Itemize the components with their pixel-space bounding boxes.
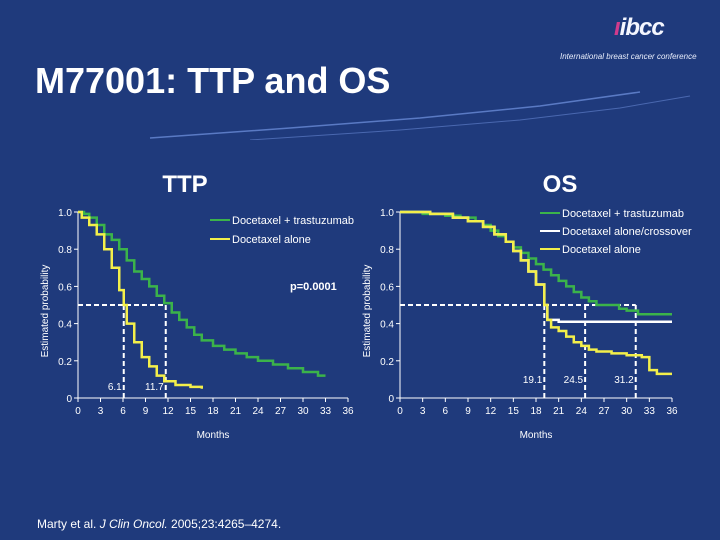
chart-2-x-tick-label: 9: [465, 406, 471, 417]
chart-1-x-axis-label: Months: [197, 430, 230, 441]
chart-1-x-tick-label: 27: [275, 406, 287, 417]
chart-2-y-tick-label: 1.0: [380, 208, 394, 219]
chart-2-x-axis-label: Months: [520, 430, 553, 441]
chart-2-median-label: 24.5: [564, 375, 584, 386]
chart-2-y-tick-label: 0.2: [380, 357, 394, 368]
logo-subtitle: International breast cancer conference: [560, 52, 697, 61]
chart-1-y-tick-label: 0.6: [58, 282, 72, 293]
chart-2-y-axis-label: Estimated probability: [362, 265, 373, 358]
chart-1-x-tick-label: 18: [207, 406, 219, 417]
logo-mark: ıibcc: [614, 14, 665, 41]
chart-1-x-tick-label: 0: [75, 406, 81, 417]
chart-1-series-line-2: [78, 210, 203, 389]
chart-1-x-tick-label: 12: [162, 406, 174, 417]
chart-2-x-tick-label: 33: [644, 406, 656, 417]
chart-2-x-tick-label: 30: [621, 406, 633, 417]
chart-2-x-tick-label: 12: [485, 406, 497, 417]
chart-2-y-tick-label: 0: [388, 394, 394, 405]
chart-2-y-tick-label: 0.8: [380, 245, 394, 256]
chart-2-legend-label-1: Docetaxel + trastuzumab: [562, 208, 684, 220]
chart-2-x-tick-label: 0: [397, 406, 403, 417]
chart-2-x-tick-label: 3: [420, 406, 426, 417]
chart-2-x-tick-label: 36: [666, 406, 678, 417]
header-decoration: [149, 91, 691, 140]
chart-1-series-line-1: [78, 210, 326, 377]
chart-1-median-label: 6.1: [108, 382, 122, 393]
chart-1-y-tick-label: 0.4: [58, 320, 72, 331]
chart-2-x-tick-label: 6: [443, 406, 449, 417]
chart-1-y-tick-label: 0.8: [58, 245, 72, 256]
chart-1-median-label: 11.7: [145, 382, 164, 393]
chart-1-panel-title: TTP: [162, 171, 207, 198]
slide-title: M77001: TTP and OS: [35, 60, 391, 101]
chart-2-x-tick-label: 24: [576, 406, 588, 417]
chart-2-x-tick-label: 15: [508, 406, 520, 417]
citation-details: 2005;23:4265–4274.: [167, 517, 282, 531]
chart-1-x-tick-label: 21: [230, 406, 242, 417]
chart-2-median-label: 19.1: [523, 375, 543, 386]
chart-1-x-tick-label: 15: [185, 406, 197, 417]
chart-1-y-tick-label: 1.0: [58, 208, 72, 219]
chart-1-x-tick-label: 6: [120, 406, 126, 417]
chart-1-x-tick-label: 24: [252, 406, 264, 417]
chart-1-p-value-annotation: p=0.0001: [290, 281, 337, 293]
citation: Marty et al. J Clin Oncol. 2005;23:4265–…: [37, 517, 281, 531]
chart-2-y-tick-label: 0.4: [380, 320, 394, 331]
chart-2-legend-label-2: Docetaxel alone/crossover: [562, 226, 692, 238]
citation-authors: Marty et al.: [37, 517, 100, 531]
chart-1-legend-label-1: Docetaxel + trastuzumab: [232, 215, 354, 227]
chart-2-x-tick-label: 27: [598, 406, 610, 417]
chart-2-legend-label-3: Docetaxel alone: [562, 244, 641, 256]
chart-1-y-tick-label: 0: [66, 394, 72, 405]
header-swoosh: [149, 91, 641, 139]
chart-2-y-tick-label: 0.6: [380, 282, 394, 293]
chart-2-panel-title: OS: [543, 171, 578, 198]
header-swoosh-2: [249, 95, 691, 140]
chart-2-x-tick-label: 18: [530, 406, 542, 417]
chart-1-x-tick-label: 36: [342, 406, 354, 417]
conference-logo: ıibcc International breast cancer confer…: [560, 14, 710, 74]
chart-1-x-tick-label: 30: [297, 406, 309, 417]
chart-1-y-axis-label: Estimated probability: [40, 265, 51, 358]
chart-1-x-tick-label: 9: [143, 406, 149, 417]
chart-1-x-tick-label: 3: [98, 406, 104, 417]
chart-1-y-tick-label: 0.2: [58, 357, 72, 368]
chart-2-median-label: 31.2: [614, 375, 634, 386]
chart-2-series-line-3: [400, 210, 672, 376]
citation-journal: J Clin Oncol.: [99, 517, 168, 531]
chart-1-x-tick-label: 33: [320, 406, 332, 417]
chart-1-legend-label-2: Docetaxel alone: [232, 234, 311, 246]
chart-2-x-tick-label: 21: [553, 406, 565, 417]
